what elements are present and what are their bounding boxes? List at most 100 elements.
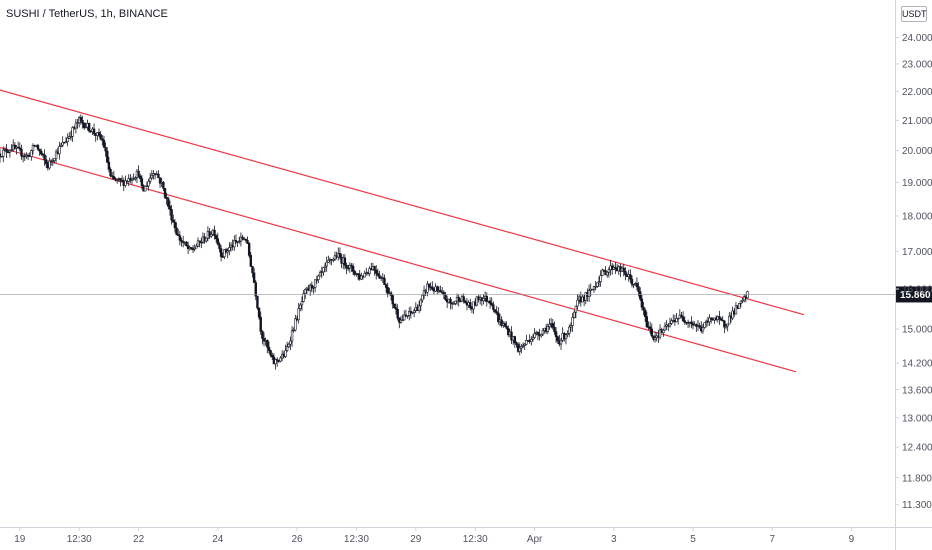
time-tick-label: 22	[133, 534, 145, 545]
candle-body	[419, 299, 422, 307]
price-tick-label: 13.600	[902, 385, 932, 396]
candle-body	[493, 309, 497, 312]
price-tick-label: 24.000	[902, 33, 932, 44]
candle-body	[596, 282, 599, 287]
candle-body	[622, 267, 625, 272]
candle-body	[276, 359, 279, 361]
candle-body	[294, 318, 297, 331]
candle-body	[139, 175, 142, 179]
candle-body	[739, 300, 743, 304]
candle-body	[251, 266, 254, 274]
candle-body	[459, 300, 462, 303]
candle-body	[670, 320, 673, 324]
candle-body	[172, 219, 175, 223]
price-axis[interactable]: 24.000 23.000 22.000 21.000 20.000 19.000 18.0…	[895, 33, 932, 511]
candle-body	[38, 148, 41, 152]
candle-body	[653, 337, 657, 340]
price-tick-label: 22.000	[902, 87, 932, 98]
candle-body	[69, 136, 73, 138]
candle-body	[104, 147, 107, 152]
candle-body	[30, 150, 33, 157]
candle-body	[310, 284, 314, 289]
candle-body	[333, 255, 337, 260]
candle-body	[411, 312, 414, 314]
candle-body	[241, 236, 244, 240]
price-tick-label: 16.000	[902, 285, 932, 296]
candle-body	[594, 286, 597, 288]
candle-body	[393, 303, 396, 309]
candle-body	[256, 295, 259, 309]
candle-body	[401, 319, 404, 322]
candle-body	[170, 209, 173, 221]
candle-body	[533, 333, 536, 338]
candle-body	[718, 316, 721, 319]
price-tick-label: 15.000	[902, 325, 932, 336]
candle-body	[208, 231, 211, 237]
candle-body	[587, 290, 591, 297]
trendline[interactable]	[0, 146, 797, 373]
current-price-label-bg	[896, 286, 932, 303]
candle-body	[302, 293, 305, 302]
candle-body	[592, 286, 596, 290]
candle-body	[221, 256, 224, 258]
candle-body	[472, 301, 475, 310]
candle-body	[271, 354, 274, 358]
candle-body	[513, 336, 517, 344]
candle-body	[74, 122, 78, 129]
candle-body	[457, 296, 460, 302]
candle-body	[648, 326, 652, 330]
candle-body	[261, 331, 264, 339]
candle-body	[284, 350, 287, 357]
trendlines[interactable]	[0, 89, 805, 373]
time-tick-label: 9	[849, 534, 855, 545]
candle-body	[327, 259, 330, 263]
candle-body	[427, 283, 431, 287]
candle-body	[500, 319, 503, 326]
candle-body	[92, 128, 96, 134]
time-axis[interactable]: 19 12:30 22 24 26 12:30 29 12:30 Apr 3 5 7 9	[14, 527, 855, 545]
candle-body	[323, 265, 327, 269]
candle-body	[662, 329, 665, 334]
candle-body	[520, 346, 523, 349]
candle-body	[297, 308, 300, 321]
candle-body	[676, 317, 680, 320]
candle-body	[119, 178, 122, 181]
candle-body	[315, 279, 319, 281]
candle-body	[168, 206, 172, 210]
candle-body	[431, 286, 434, 290]
time-tick-label: 19	[14, 534, 26, 545]
candle-body	[81, 120, 84, 124]
candle-body	[564, 334, 568, 340]
candle-body	[495, 311, 498, 314]
trendline[interactable]	[0, 89, 805, 316]
candle-body	[254, 282, 257, 297]
candle-body	[299, 304, 302, 310]
candle-body	[214, 235, 218, 240]
candle-body	[639, 291, 642, 300]
candle-body	[13, 144, 17, 149]
candle-body	[350, 264, 353, 267]
candle-body	[409, 311, 413, 314]
candle-body	[290, 330, 294, 342]
candle-body	[399, 319, 403, 323]
candle-body	[663, 325, 667, 331]
candles	[0, 114, 749, 370]
candle-body	[102, 139, 106, 148]
symbol-title: SUSHI / TetherUS, 1h, BINANCE	[6, 8, 168, 20]
candle-body	[553, 327, 556, 333]
candle-body	[210, 234, 213, 237]
price-tick-label: 18.000	[902, 211, 932, 222]
candle-body	[505, 325, 508, 329]
candle-body	[205, 237, 208, 242]
candle-body	[348, 264, 352, 269]
candle-body	[439, 289, 442, 293]
candle-body	[51, 160, 55, 162]
candle-body	[521, 345, 525, 347]
candle-body	[178, 235, 182, 241]
currency-unit-button[interactable]: USDT	[901, 6, 927, 22]
candle-body	[421, 294, 424, 301]
candle-body	[292, 329, 295, 332]
candle-body	[317, 275, 320, 280]
